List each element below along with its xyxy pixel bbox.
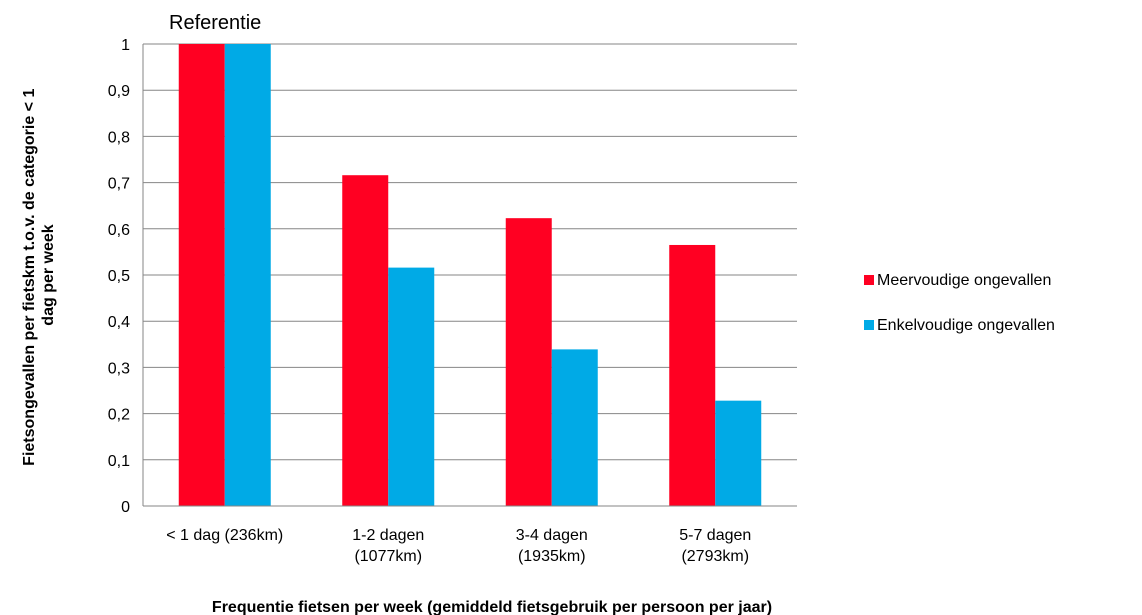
svg-text:Fietsongevallen per fietskm t.: Fietsongevallen per fietskm t.o.v. de ca…	[21, 84, 57, 466]
bar-meervoudig	[178, 44, 225, 506]
legend-label: Enkelvoudige ongevallen	[877, 317, 1055, 334]
y-axis-title-line-2: dag per week	[40, 224, 57, 325]
bar-enkelvoudig	[388, 267, 435, 506]
y-tick-label: 0,7	[108, 176, 130, 193]
legend-swatch	[864, 275, 874, 285]
y-tick-label: 0,1	[108, 453, 130, 470]
y-tick-label: 0,6	[108, 222, 130, 239]
legend-swatch	[864, 320, 874, 330]
x-axis-title: Frequentie fietsen per week (gemiddeld f…	[212, 599, 772, 615]
y-tick-label: 1	[121, 37, 130, 54]
y-tick-labels: 0 0,1 0,2 0,3 0,4 0,5 0,6 0,7 0,8 0,9 1	[108, 37, 130, 516]
bar-enkelvoudig	[551, 349, 598, 506]
x-tick-label: < 1 dag (236km)	[166, 527, 283, 544]
y-tick-label: 0	[121, 499, 130, 516]
legend-label: Meervoudige ongevallen	[877, 272, 1051, 289]
bar-enkelvoudig	[715, 400, 762, 506]
y-axis-title: Fietsongevallen per fietskm t.o.v. de ca…	[21, 84, 57, 466]
y-tick-label: 0,2	[108, 407, 130, 424]
x-tick-label: 3-4 dagen (1935km)	[516, 527, 588, 565]
y-tick-label: 0,9	[108, 83, 130, 100]
bar-meervoudig	[342, 175, 389, 506]
bars	[178, 44, 762, 506]
x-tick-label: 5-7 dagen (2793km)	[679, 527, 751, 565]
y-tick-label: 0,4	[108, 314, 130, 331]
y-tick-label: 0,5	[108, 268, 130, 285]
y-tick-label: 0,3	[108, 360, 130, 377]
bar-meervoudig	[505, 218, 552, 506]
legend: Meervoudige ongevallen Enkelvoudige ongev…	[864, 272, 1055, 334]
y-tick-label: 0,8	[108, 129, 130, 146]
y-axis-title-line-1: Fietsongevallen per fietskm t.o.v. de ca…	[21, 89, 38, 466]
bar-enkelvoudig	[224, 44, 271, 506]
axes	[142, 44, 797, 507]
x-tick-label: 1-2 dagen (1077km)	[352, 527, 424, 565]
annotation-referentie: Referentie	[169, 12, 261, 34]
x-tick-labels: < 1 dag (236km) 1-2 dagen (1077km) 3-4 dage…	[166, 527, 751, 565]
bar-meervoudig	[669, 244, 716, 506]
